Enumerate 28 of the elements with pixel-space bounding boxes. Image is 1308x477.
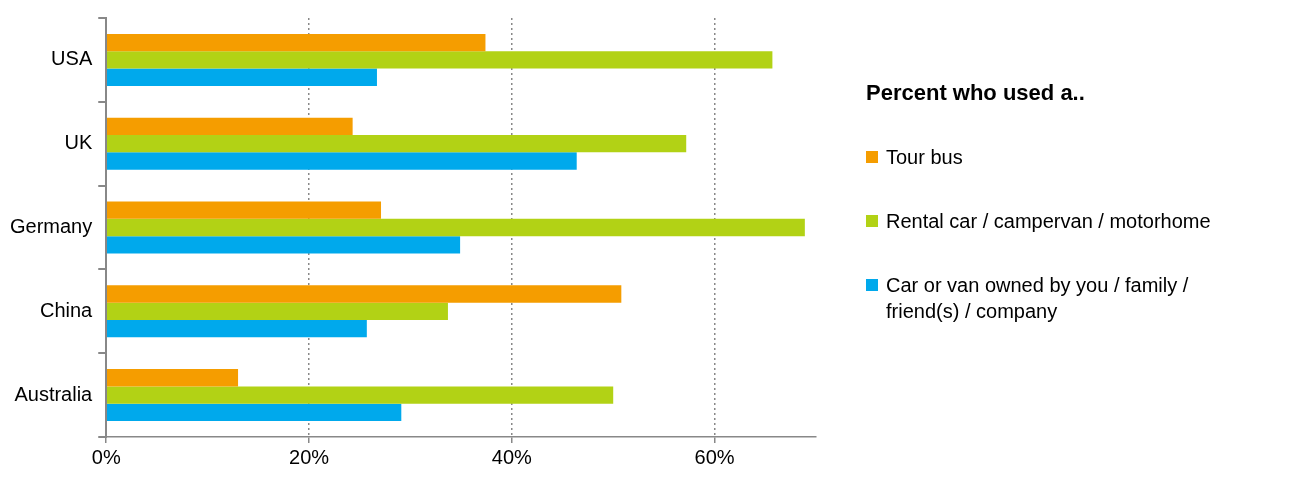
bar xyxy=(107,302,448,320)
x-tick-label: 0% xyxy=(91,445,121,468)
bar xyxy=(107,386,614,404)
x-tick-label: 40% xyxy=(491,445,533,468)
x-tick-label: 20% xyxy=(289,445,330,468)
bar xyxy=(107,152,577,170)
y-tick-label: USA xyxy=(51,47,93,70)
bar xyxy=(107,236,461,254)
y-tick-label: China xyxy=(39,298,94,321)
bar xyxy=(107,201,382,219)
bar xyxy=(107,369,239,387)
x-tick-label: 60% xyxy=(694,445,735,468)
bar xyxy=(107,218,805,237)
bar xyxy=(107,68,377,86)
y-tick-label: UK xyxy=(64,131,93,154)
bar xyxy=(107,51,773,69)
bar xyxy=(107,285,622,303)
bar xyxy=(107,135,687,153)
bar xyxy=(107,403,402,422)
bar xyxy=(107,117,353,136)
legend-label: Tour bus xyxy=(886,145,964,170)
y-tick-label: Australia xyxy=(14,382,94,405)
legend-title: Percent who used a.. xyxy=(866,80,1086,106)
bar xyxy=(107,33,486,52)
legend-label: Rental car / campervan / motorhome xyxy=(886,209,1212,234)
bar xyxy=(107,319,367,338)
legend-label: Car or van owned by you / family / friend(s) / company xyxy=(886,273,1190,324)
y-tick-label: Germany xyxy=(10,215,93,238)
